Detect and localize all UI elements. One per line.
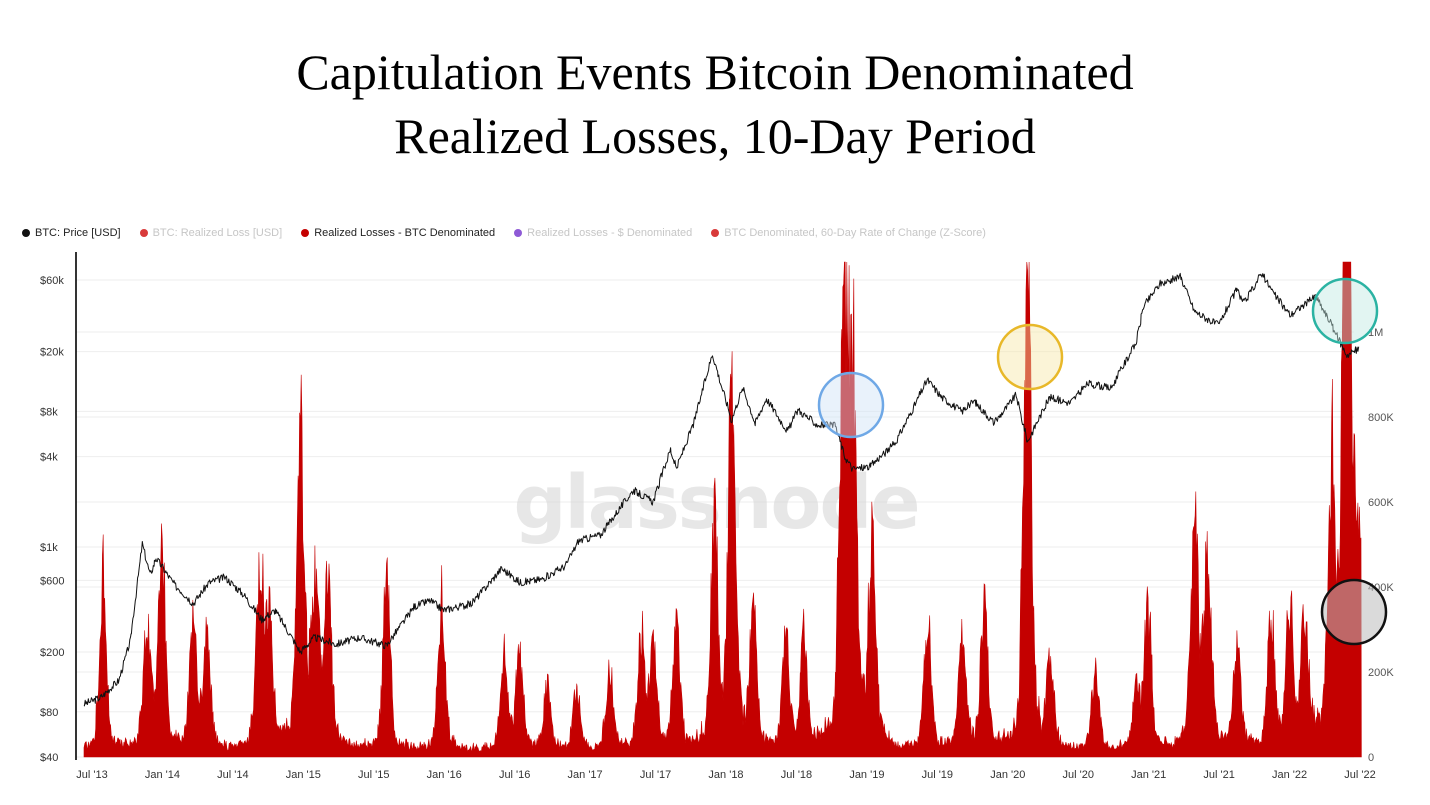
x-tick-label: Jul '16 (499, 769, 530, 781)
y-left-tick-label: $80 (40, 707, 58, 719)
legend-label: Realized Losses - BTC Denominated (314, 227, 496, 239)
y-right-tick-label: 0 (1368, 752, 1374, 764)
legend-dot-icon (22, 229, 30, 237)
legend-dot-icon (514, 229, 523, 237)
series-btc-price-line (83, 272, 1360, 707)
x-tick-label: Jul '13 (76, 769, 107, 781)
y-left-tick-label: $600 (40, 575, 64, 587)
highlight-circle-yellow (996, 323, 1064, 391)
legend-item-1[interactable]: BTC: Price [USD] (22, 227, 121, 239)
legend-dot-icon (301, 229, 310, 237)
x-tick-label: Jul '20 (1062, 769, 1093, 781)
x-tick-label: Jan '19 (849, 769, 884, 781)
legend-dot-icon (711, 229, 720, 237)
x-tick-label: Jul '21 (1203, 769, 1234, 781)
legend-item-2[interactable]: BTC: Realized Loss [USD] (139, 227, 283, 239)
x-tick-label: Jul '22 (1344, 769, 1375, 781)
x-tick-label: Jan '15 (286, 769, 321, 781)
x-tick-label: Jan '16 (427, 769, 462, 781)
x-tick-label: Jul '18 (781, 769, 812, 781)
x-tick-label: Jan '17 (568, 769, 603, 781)
legend-item-5[interactable]: BTC Denominated, 60-Day Rate of Change (… (711, 227, 986, 239)
legend-label: BTC: Realized Loss [USD] (152, 227, 283, 239)
x-tick-label: Jan '21 (1131, 769, 1166, 781)
chart-title: Capitulation Events Bitcoin Denominated … (0, 40, 1430, 168)
legend-item-3[interactable]: Realized Losses - BTC Denominated (301, 227, 495, 239)
highlight-circle-black (1320, 578, 1388, 646)
y-right-tick-label: 800K (1368, 412, 1394, 424)
legend-label: BTC Denominated, 60-Day Rate of Change (… (724, 227, 986, 239)
y-left-tick-label: $4k (40, 452, 58, 464)
y-right-tick-label: 200K (1368, 667, 1394, 679)
highlight-circle-teal (1311, 277, 1379, 345)
legend-label: BTC: Price [USD] (35, 227, 121, 239)
y-left-tick-label: $200 (40, 647, 64, 659)
chart-title-line-1: Capitulation Events Bitcoin Denominated (296, 44, 1134, 100)
y-left-tick-label: $20k (40, 347, 64, 359)
x-tick-label: Jul '17 (640, 769, 671, 781)
x-tick-label: Jul '19 (922, 769, 953, 781)
x-tick-label: Jul '14 (217, 769, 248, 781)
chart-legend: BTC: Price [USD] BTC: Realized Loss [USD]… (22, 224, 1005, 242)
y-right-tick-label: 600K (1368, 497, 1394, 509)
y-left-tick-label: $60k (40, 275, 64, 287)
y-left-tick-label: $1k (40, 542, 58, 554)
x-tick-label: Jul '15 (358, 769, 389, 781)
x-tick-label: Jan '20 (990, 769, 1025, 781)
x-tick-label: Jan '14 (145, 769, 180, 781)
x-tick-label: Jan '18 (708, 769, 743, 781)
legend-label: Realized Losses - $ Denominated (527, 227, 693, 239)
highlight-circle-blue (817, 371, 885, 439)
legend-dot-icon (139, 229, 148, 237)
legend-item-4[interactable]: Realized Losses - $ Denominated (514, 227, 692, 239)
y-left-tick-label: $8k (40, 406, 58, 418)
chart-title-line-2: Realized Losses, 10-Day Period (394, 108, 1036, 164)
x-tick-label: Jan '22 (1272, 769, 1307, 781)
y-left-tick-label: $40 (40, 752, 58, 764)
series-realized-losses-btc-area (83, 261, 1362, 758)
